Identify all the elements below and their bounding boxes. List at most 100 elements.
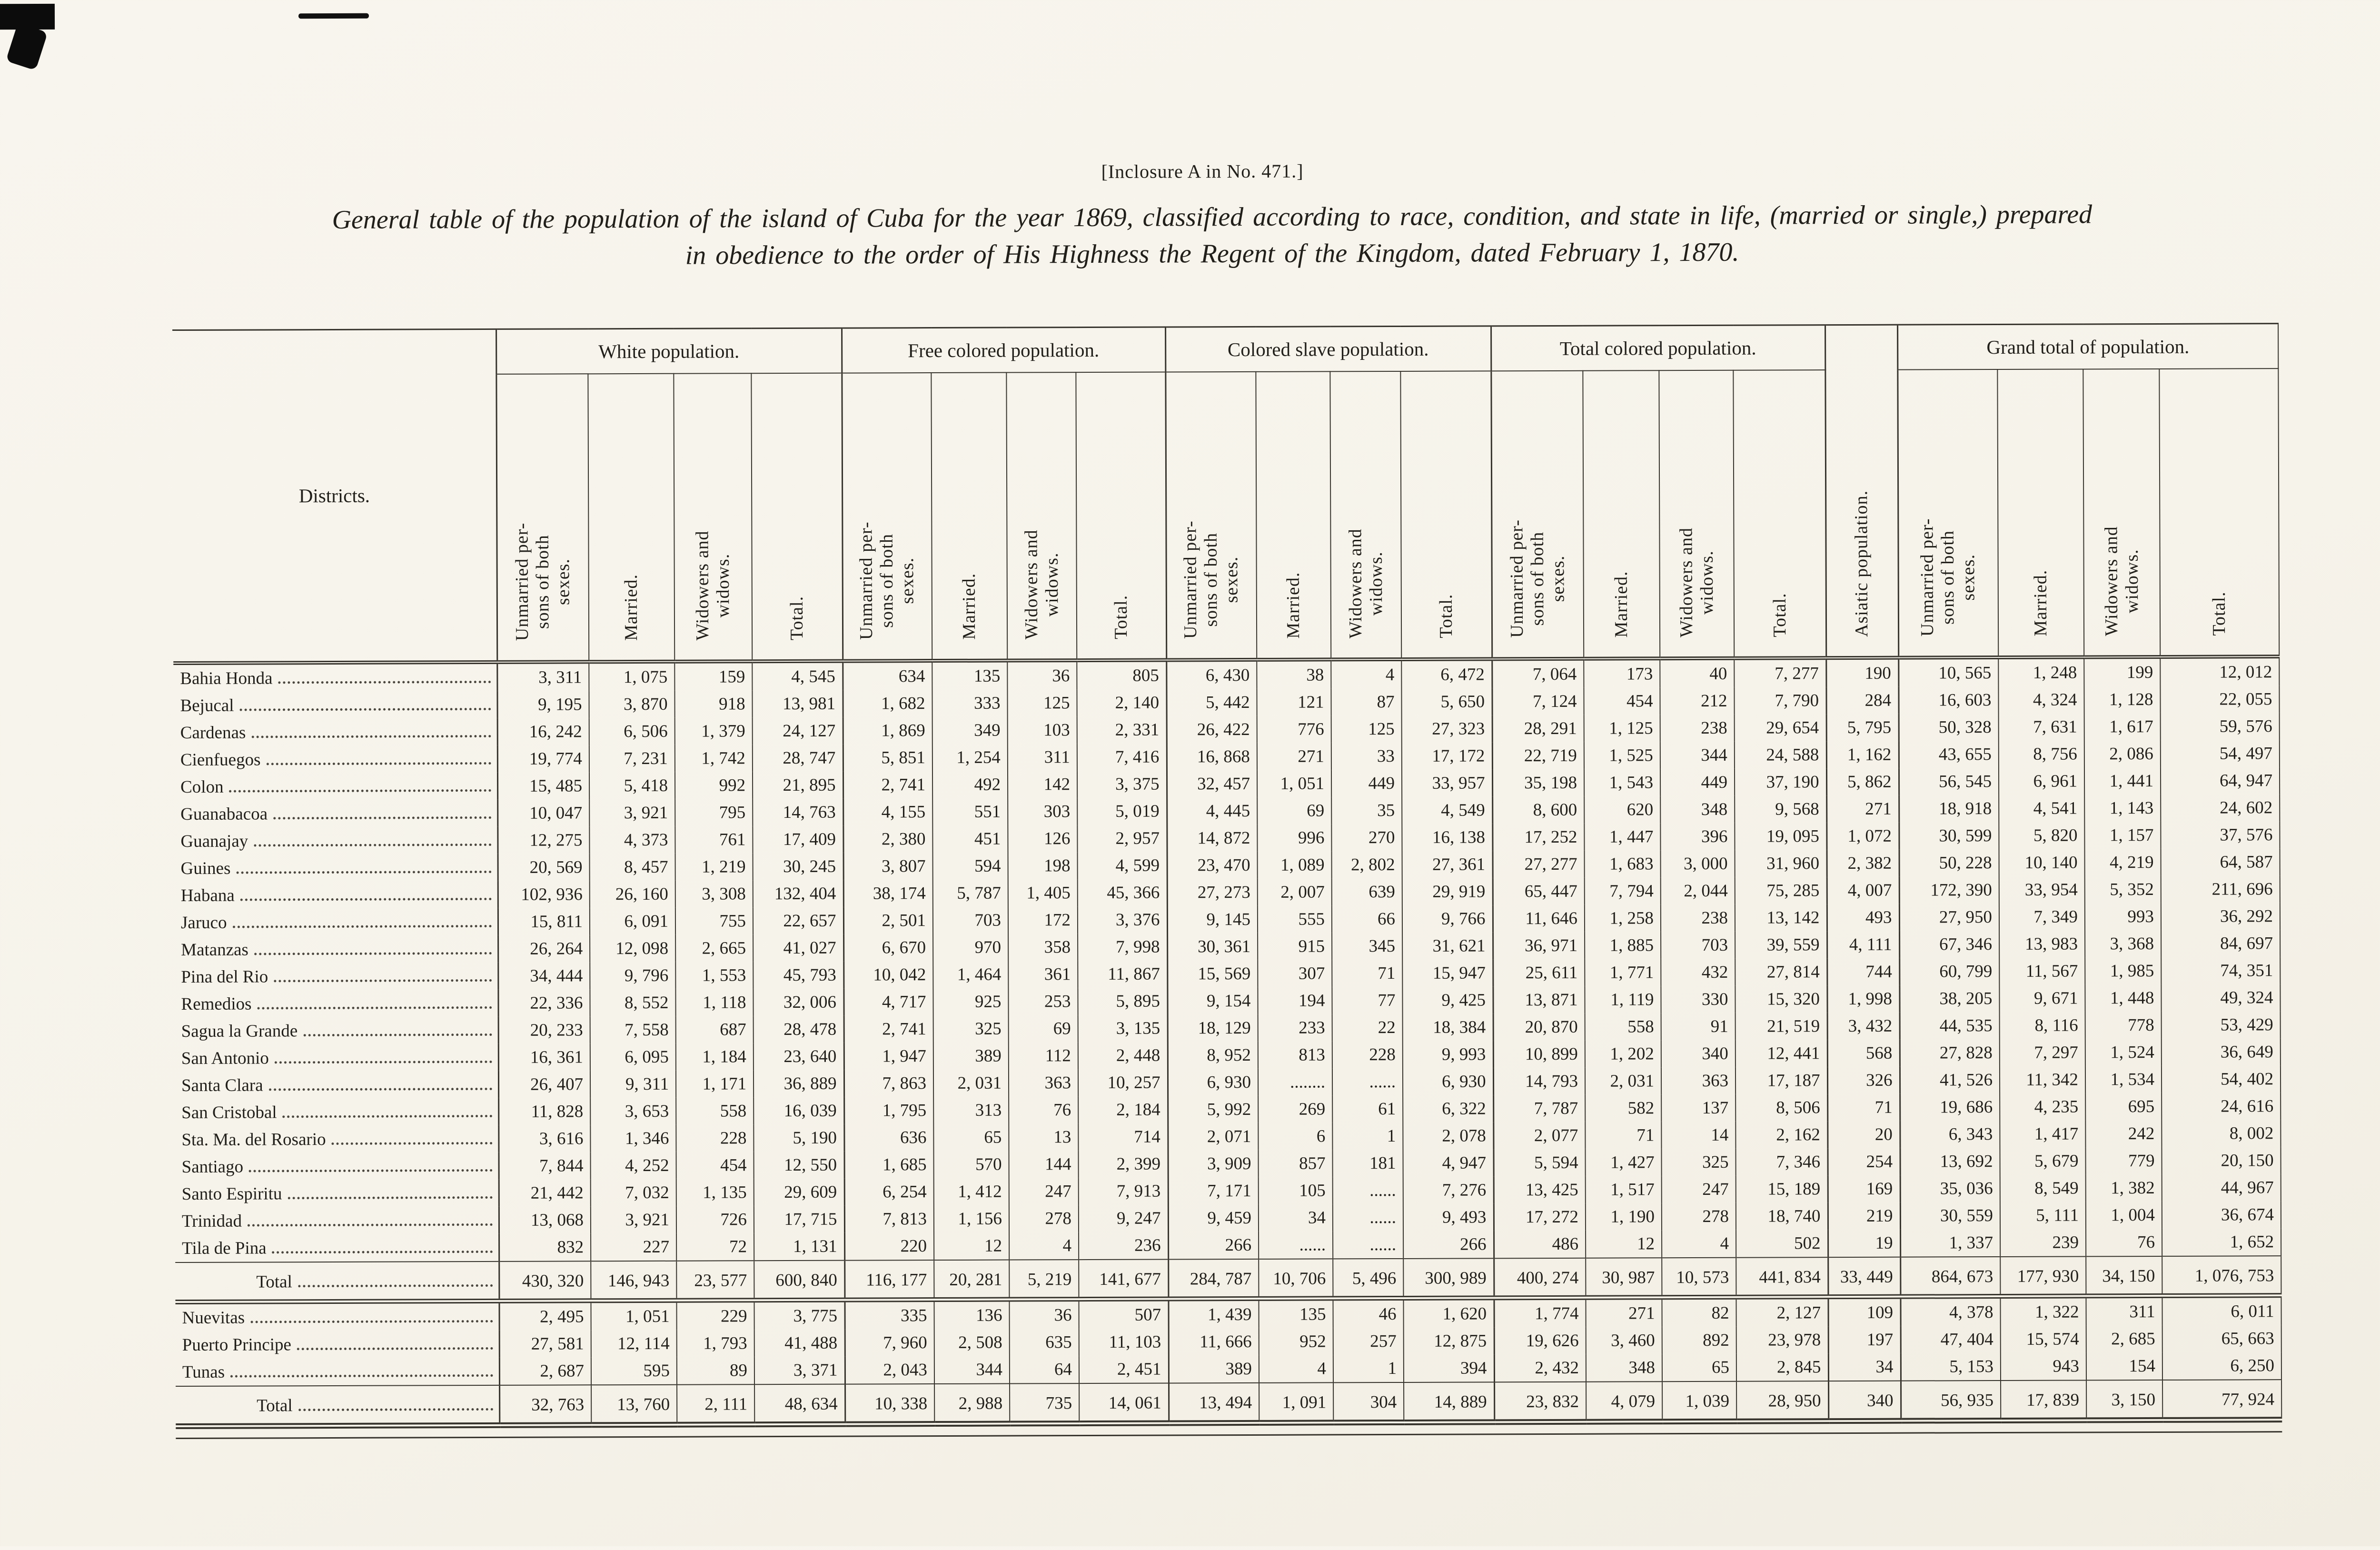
value-cell: 1, 162 — [1826, 741, 1899, 769]
value-cell: 5, 820 — [1999, 822, 2085, 850]
value-cell: 400, 274 — [1494, 1258, 1586, 1298]
value-cell: 15, 947 — [1402, 959, 1493, 987]
value-cell: 8, 457 — [589, 853, 675, 881]
district-cell: Cienfuegos — [174, 745, 497, 774]
value-cell: 2, 077 — [1493, 1122, 1586, 1150]
value-cell: 36, 971 — [1493, 932, 1585, 960]
value-cell: 6, 322 — [1403, 1095, 1494, 1123]
value-cell: 3, 921 — [590, 1206, 677, 1234]
value-cell: 284, 787 — [1168, 1259, 1259, 1299]
value-cell: 6, 011 — [2162, 1295, 2281, 1325]
subheader-white-total: Total. — [751, 373, 843, 662]
district-name: Santa Clara — [181, 1075, 263, 1096]
value-cell: 239 — [2000, 1229, 2086, 1257]
value-cell: 76 — [1009, 1096, 1079, 1124]
group-free-colored-population: Free colored population. — [842, 327, 1166, 373]
dot-leader — [331, 1142, 492, 1145]
value-cell: 1, 128 — [2084, 686, 2161, 714]
value-cell: 21, 519 — [1735, 1013, 1827, 1040]
value-cell: 307 — [1258, 960, 1332, 987]
value-cell: 49, 324 — [2161, 984, 2281, 1012]
value-cell: 304 — [1333, 1382, 1404, 1423]
value-cell: 172, 390 — [1899, 876, 1999, 904]
value-cell: 857 — [1258, 1150, 1333, 1177]
value-cell: 311 — [2086, 1295, 2162, 1326]
value-cell: 1, 119 — [1585, 986, 1661, 1013]
value-cell: 2, 127 — [1736, 1297, 1828, 1327]
value-cell: 64, 947 — [2160, 767, 2280, 795]
dot-leader — [229, 789, 491, 793]
value-cell: 27, 828 — [1899, 1039, 2000, 1067]
district-name: Bejucal — [180, 696, 234, 716]
value-cell: 10, 565 — [1898, 657, 1999, 687]
value-cell: 634 — [843, 661, 932, 690]
value-cell: 28, 291 — [1492, 715, 1584, 743]
value-cell: 266 — [1168, 1231, 1259, 1260]
value-cell: 135 — [1259, 1298, 1333, 1328]
value-cell: 13, 068 — [498, 1206, 591, 1234]
value-cell: 1 — [1333, 1354, 1404, 1383]
value-cell: 102, 936 — [497, 881, 590, 908]
value-cell: 172 — [1008, 906, 1078, 934]
value-cell: 19, 686 — [1900, 1093, 2000, 1121]
value-cell: 695 — [2085, 1093, 2162, 1121]
district-name: Cienfuegos — [180, 750, 261, 770]
value-cell: 805 — [1077, 660, 1167, 690]
value-cell: 16, 361 — [498, 1043, 590, 1071]
value-cell: 12, 875 — [1403, 1327, 1494, 1355]
value-cell: 7, 171 — [1168, 1177, 1259, 1205]
value-cell: 64 — [1009, 1356, 1080, 1384]
value-cell: 27, 273 — [1167, 878, 1258, 906]
subheader-slave-unmarried: Unmarried per- sons of both sexes. — [1165, 371, 1257, 660]
value-cell: 363 — [1661, 1067, 1736, 1095]
value-cell: 2, 140 — [1077, 689, 1167, 717]
value-cell: 31, 621 — [1402, 932, 1493, 960]
value-cell: 6, 250 — [2162, 1352, 2282, 1380]
district-cell: Guanajay — [174, 827, 497, 855]
value-cell: 35, 198 — [1492, 769, 1585, 797]
value-cell: 125 — [1331, 715, 1402, 743]
value-cell: 595 — [591, 1357, 677, 1385]
value-cell: 361 — [1008, 961, 1078, 988]
value-cell: 65 — [1662, 1353, 1737, 1382]
value-cell: 779 — [2085, 1147, 2162, 1175]
value-cell: 60, 799 — [1899, 958, 2000, 985]
value-cell: 91 — [1661, 1013, 1735, 1041]
subheader-totalcolored-unmarried: Unmarried per- sons of both sexes. — [1491, 370, 1584, 659]
value-cell: 493 — [1826, 904, 1900, 932]
value-cell: 311 — [1007, 744, 1077, 771]
district-cell: Tila de Pina — [175, 1234, 499, 1262]
value-cell: 19 — [1828, 1229, 1901, 1258]
value-cell: 313 — [933, 1096, 1009, 1124]
value-cell: 2, 043 — [844, 1356, 935, 1384]
dot-leader — [236, 870, 492, 874]
dot-leader — [274, 979, 492, 983]
value-cell: 11, 103 — [1079, 1328, 1169, 1356]
value-cell: 2, 741 — [843, 1015, 933, 1043]
value-cell: 72 — [676, 1233, 754, 1261]
value-cell: 65 — [933, 1123, 1009, 1152]
value-cell: 23, 577 — [676, 1261, 754, 1301]
group-white-population: White population. — [496, 328, 842, 374]
district-name: Tunas — [182, 1362, 225, 1382]
subheader-free-married: Married. — [931, 372, 1008, 661]
value-cell: 970 — [933, 934, 1009, 962]
value-cell: 17, 172 — [1401, 742, 1492, 770]
district-cell: Guanabacoa — [174, 800, 497, 828]
value-cell: 253 — [1008, 988, 1078, 1015]
value-cell: 71 — [1332, 959, 1403, 987]
value-cell: 1, 004 — [2085, 1201, 2162, 1229]
value-cell: 441, 834 — [1736, 1257, 1828, 1297]
value-cell: 993 — [2084, 903, 2162, 931]
value-cell: 1, 464 — [933, 961, 1009, 989]
value-cell: 2, 331 — [1077, 716, 1167, 744]
value-cell: 54, 497 — [2160, 740, 2280, 767]
value-cell: 3, 368 — [2085, 930, 2162, 958]
value-cell: 36, 674 — [2162, 1201, 2281, 1229]
district-name: Nuevitas — [182, 1308, 245, 1328]
value-cell: 1, 439 — [1168, 1298, 1259, 1329]
value-cell: 918 — [674, 690, 753, 718]
value-cell: 761 — [675, 826, 753, 854]
value-cell: 254 — [1827, 1148, 1900, 1176]
value-cell: 4, 445 — [1167, 797, 1258, 825]
